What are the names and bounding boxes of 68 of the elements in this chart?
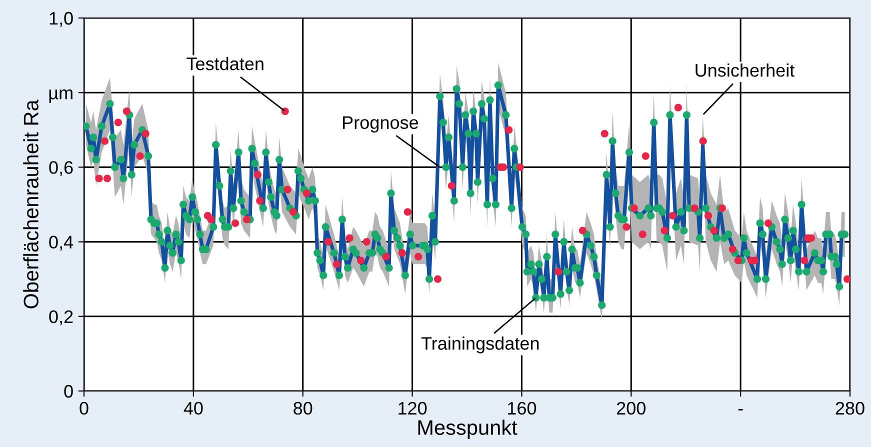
point: [242, 216, 251, 224]
annotation: Testdaten: [186, 57, 264, 70]
point: [398, 249, 406, 257]
point: [289, 208, 298, 216]
y-tick-label: 0,6: [49, 161, 73, 176]
point: [324, 238, 332, 246]
point: [332, 260, 341, 268]
point: [136, 152, 144, 160]
point: [674, 104, 682, 112]
annotation: Unsicherheit: [696, 64, 795, 77]
point: [642, 152, 650, 160]
point: [142, 130, 150, 138]
point: [414, 252, 422, 261]
point: [554, 268, 562, 276]
x-axis-title: Messpunkt: [418, 420, 518, 440]
point: [122, 107, 130, 116]
x-tick-label: 40: [184, 402, 203, 415]
point: [346, 234, 354, 242]
point: [578, 226, 587, 234]
point: [690, 204, 698, 212]
x-tick-label: 80: [294, 402, 312, 415]
point: [231, 219, 240, 227]
annotation: Prognose: [343, 116, 418, 133]
point: [660, 226, 668, 234]
point: [630, 204, 638, 212]
annotation: Trainingsdaten: [421, 336, 539, 354]
point: [699, 137, 707, 145]
point: [718, 204, 726, 212]
point: [710, 226, 718, 234]
point: [362, 238, 370, 246]
point: [516, 163, 524, 172]
x-tick-label: 160: [508, 402, 536, 415]
point: [800, 256, 808, 264]
point: [734, 256, 742, 264]
y-tick-label: 0,4: [49, 236, 74, 251]
point: [728, 245, 736, 254]
point: [254, 170, 262, 178]
point: [600, 130, 608, 138]
point: [505, 126, 513, 134]
x-tick-label: -: [738, 409, 743, 410]
point: [638, 230, 646, 238]
point: [114, 118, 122, 126]
point: [103, 174, 112, 182]
point: [95, 174, 103, 182]
point: [382, 252, 390, 261]
y-tick-label: 0,2: [49, 310, 73, 326]
point: [357, 256, 365, 264]
point: [207, 216, 215, 224]
point: [704, 212, 712, 220]
point: [434, 275, 442, 283]
point: [284, 186, 292, 194]
point: [764, 219, 772, 227]
point: [100, 137, 109, 145]
y-tick-label: 1,0: [50, 12, 73, 27]
point: [843, 275, 850, 283]
point: [448, 182, 456, 190]
point: [622, 223, 630, 231]
y-tick-label: µm: [49, 89, 72, 103]
x-tick-label: 200: [616, 402, 646, 415]
x-tick-label: 280: [836, 402, 864, 415]
point: [668, 212, 677, 220]
y-axis-title: Oberflächenrauheit Ra: [23, 100, 38, 308]
point: [404, 208, 412, 216]
point: [256, 196, 264, 205]
point: [302, 190, 310, 198]
x-tick-label: 0: [80, 402, 88, 415]
x-tick-label: 120: [398, 402, 427, 415]
y-tick-label: 0: [64, 384, 73, 398]
